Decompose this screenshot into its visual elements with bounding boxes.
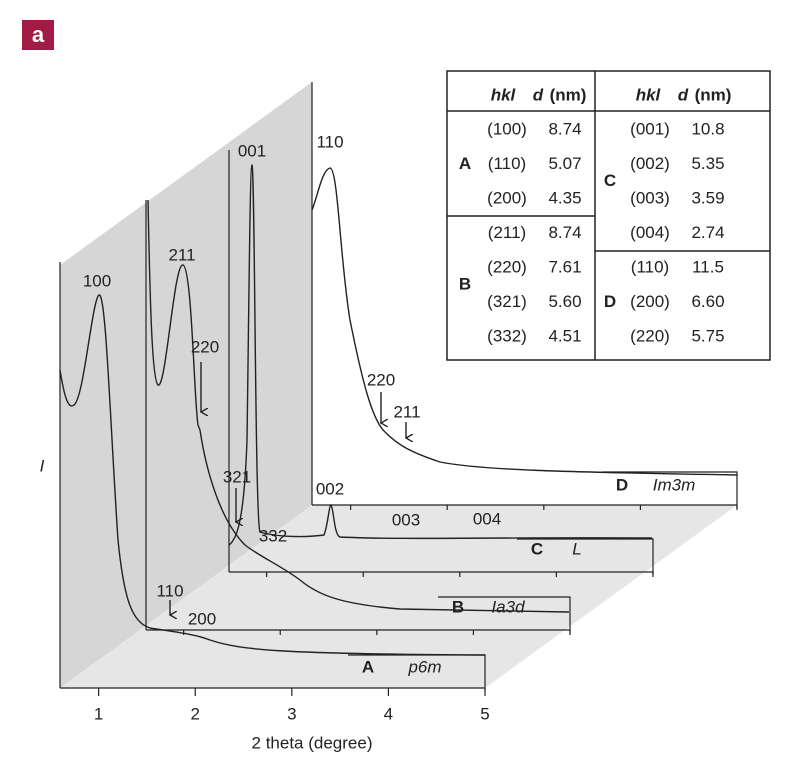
x-tick-label: 2 (190, 704, 199, 723)
panel-badge (22, 20, 54, 50)
table-hkl: (200) (487, 188, 527, 207)
table-d: 5.35 (691, 154, 724, 173)
table-hkl: (110) (488, 154, 526, 173)
peak-label: 220 (367, 370, 395, 389)
peak-label: 332 (259, 526, 287, 545)
x-tick-label: 3 (287, 704, 296, 723)
table-d: 4.35 (548, 188, 581, 207)
table-hkl: (200) (630, 292, 670, 311)
table-header: hkl (636, 85, 662, 104)
table-d: 10.8 (691, 119, 724, 138)
peak-label: 004 (473, 509, 501, 528)
table-d: 4.51 (548, 326, 581, 345)
peak-label: 200 (188, 609, 216, 628)
table-hkl: (321) (487, 292, 527, 311)
symmetry: p6m (407, 657, 441, 676)
y-axis-label: I (40, 456, 45, 475)
table-hkl: (332) (487, 326, 527, 345)
table-header: hkl (491, 85, 517, 104)
table-group: A (459, 154, 471, 173)
table-hkl: (110) (631, 257, 669, 276)
x-axis-label: 2 theta (degree) (252, 733, 373, 752)
table-header: (nm) (695, 85, 732, 104)
peak-label: 220 (191, 337, 219, 356)
symmetry: Ia3d (491, 597, 525, 616)
floor (60, 505, 737, 688)
curve (59, 294, 486, 656)
table-hkl: (003) (630, 188, 670, 207)
x-tick-label: 1 (94, 704, 103, 723)
layer: 1 2 3 4 5 100 110 200 A p6m (59, 262, 490, 723)
label-frame (438, 596, 571, 633)
curve (311, 167, 738, 476)
table-hkl: (211) (488, 223, 526, 242)
symmetry: Im3m (653, 475, 696, 494)
peak-label: 211 (168, 245, 195, 264)
table-hkl: (100) (487, 119, 527, 138)
peak-label: 001 (238, 141, 266, 160)
peak-label: 110 (316, 132, 343, 151)
symmetry: L (572, 539, 581, 558)
peak-label: 003 (392, 510, 420, 529)
table-header: (nm) (550, 85, 587, 104)
table-hkl: (220) (487, 257, 527, 276)
table-header: d (678, 85, 689, 104)
label-frame (517, 538, 654, 575)
table-d: 5.75 (691, 326, 724, 345)
layer: 211 220 321 332 B Ia3d (145, 199, 571, 635)
d-spacing-table: hkl d (nm) hkl d (nm)(100) 8.74(110) 5.07(200) 4… (446, 70, 771, 361)
peak-label: 211 (393, 402, 420, 421)
table-hkl: (220) (630, 326, 670, 345)
peak-label: 002 (316, 479, 344, 498)
layer: 001 002 003 004 C L (228, 141, 654, 577)
table-d: 5.07 (548, 154, 581, 173)
peak-label: 100 (83, 271, 111, 290)
series-name: D (616, 475, 628, 494)
table-d: 8.74 (548, 223, 581, 242)
table-d: 2.74 (691, 223, 724, 242)
table-header: d (533, 85, 544, 104)
table-d: 11.5 (692, 257, 724, 276)
series-name: B (452, 597, 464, 616)
table-group: B (459, 275, 471, 294)
peak-label: 321 (223, 467, 251, 486)
back-wall (60, 82, 312, 688)
x-tick-label: 4 (384, 704, 393, 723)
table-hkl: (001) (630, 119, 670, 138)
table-d: 6.60 (691, 292, 724, 311)
table-group: C (604, 171, 616, 190)
table-hkl: (004) (630, 223, 670, 242)
layer: 110 220 211 D Im3m (311, 82, 738, 510)
table-group: D (604, 292, 616, 311)
x-tick-label: 5 (480, 704, 489, 723)
table-hkl: (002) (630, 154, 670, 173)
label-frame (602, 471, 738, 508)
panel-label: a (32, 22, 45, 47)
table-d: 7.61 (548, 257, 581, 276)
peak-label: 110 (156, 581, 183, 600)
series-name: A (362, 657, 374, 676)
table-d: 8.74 (548, 119, 581, 138)
series-name: C (531, 539, 543, 558)
table-d: 3.59 (691, 188, 724, 207)
curve (147, 199, 570, 613)
table-d: 5.60 (548, 292, 581, 311)
curve (228, 164, 653, 546)
